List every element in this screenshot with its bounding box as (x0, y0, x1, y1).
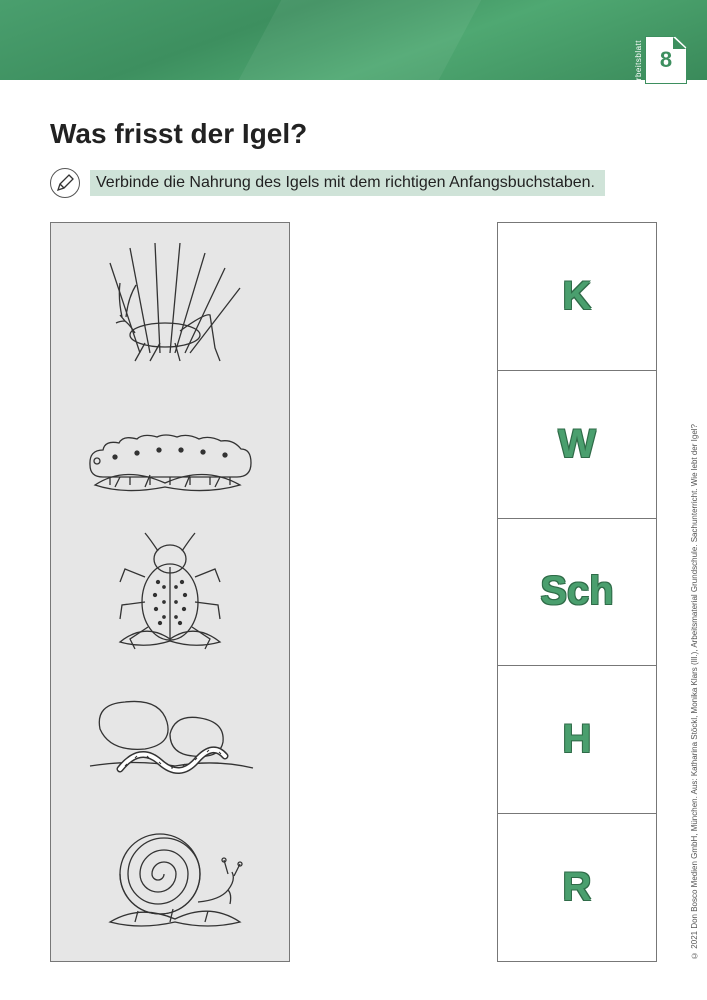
images-column (50, 222, 290, 962)
worm-image (59, 669, 281, 799)
worksheet-page: Arbeitsblatt 8 Was frisst der Igel? Verb… (0, 0, 707, 1000)
letter: W (558, 422, 596, 467)
letter-box: H (498, 666, 656, 814)
pencil-icon (50, 168, 80, 198)
letter-box: K (498, 223, 656, 371)
beetle-image (59, 527, 281, 657)
header-band (0, 0, 707, 80)
instruction-row: Verbinde die Nahrung des Igels mit dem r… (50, 168, 657, 198)
letter: R (563, 865, 592, 910)
page-number: 8 (660, 47, 672, 73)
columns: K W Sch H R (50, 222, 657, 962)
letter-box: R (498, 814, 656, 961)
badge-side-label: Arbeitsblatt (634, 40, 643, 86)
page-title: Was frisst der Igel? (50, 118, 307, 150)
letter: H (563, 717, 592, 762)
letter-box: Sch (498, 519, 656, 667)
grasshopper-image (59, 243, 281, 373)
page-badge: 8 (645, 36, 687, 84)
letters-column: K W Sch H R (497, 222, 657, 962)
letter: Sch (540, 569, 613, 614)
instruction-text: Verbinde die Nahrung des Igels mit dem r… (90, 170, 605, 196)
letter-box: W (498, 371, 656, 519)
snail-image (59, 811, 281, 941)
letter: K (563, 274, 592, 319)
caterpillar-image (59, 385, 281, 515)
copyright: © 2021 Don Bosco Medien GmbH, München. A… (690, 424, 699, 960)
